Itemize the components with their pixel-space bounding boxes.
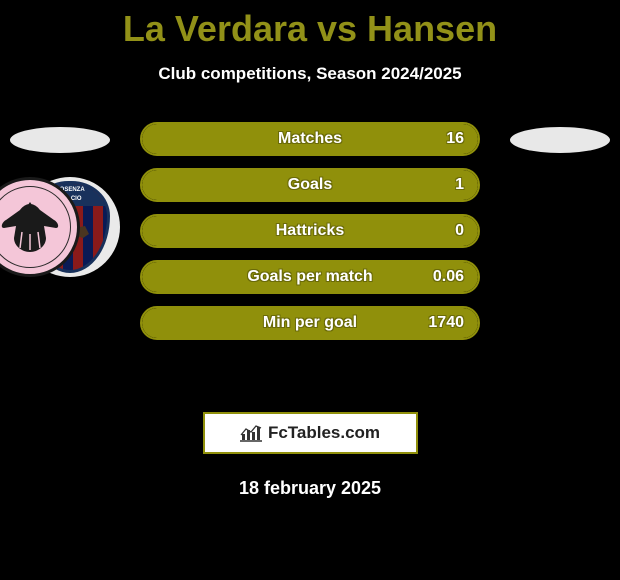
stat-row-goals: Goals 1 bbox=[140, 168, 480, 202]
stat-label: Matches bbox=[212, 130, 408, 148]
chart-icon bbox=[240, 424, 262, 442]
stat-right-value: 1 bbox=[408, 176, 478, 194]
stat-right-value: 16 bbox=[408, 130, 478, 148]
stat-label: Hattricks bbox=[212, 222, 408, 240]
stat-right-value: 1740 bbox=[408, 314, 478, 332]
stat-right-value: 0 bbox=[408, 222, 478, 240]
stat-rows-container: Matches 16 Goals 1 Hattricks 0 Goals per… bbox=[140, 122, 480, 352]
comparison-area: COSENZA CALCIO Matches 16 Go bbox=[0, 112, 620, 412]
stat-label: Goals per match bbox=[212, 268, 408, 286]
stat-row-goals-per-match: Goals per match 0.06 bbox=[140, 260, 480, 294]
date-line: 18 february 2025 bbox=[0, 478, 620, 499]
stat-right-value: 0.06 bbox=[408, 268, 478, 286]
page-title: La Verdara vs Hansen bbox=[0, 0, 620, 50]
stat-row-matches: Matches 16 bbox=[140, 122, 480, 156]
brand-box: FcTables.com bbox=[203, 412, 418, 454]
stat-row-min-per-goal: Min per goal 1740 bbox=[140, 306, 480, 340]
brand-text: FcTables.com bbox=[268, 423, 380, 443]
player-placeholder-left bbox=[10, 127, 110, 153]
subtitle: Club competitions, Season 2024/2025 bbox=[0, 64, 620, 84]
stat-label: Goals bbox=[212, 176, 408, 194]
player-placeholder-right bbox=[510, 127, 610, 153]
stat-row-hattricks: Hattricks 0 bbox=[140, 214, 480, 248]
stat-label: Min per goal bbox=[212, 314, 408, 332]
